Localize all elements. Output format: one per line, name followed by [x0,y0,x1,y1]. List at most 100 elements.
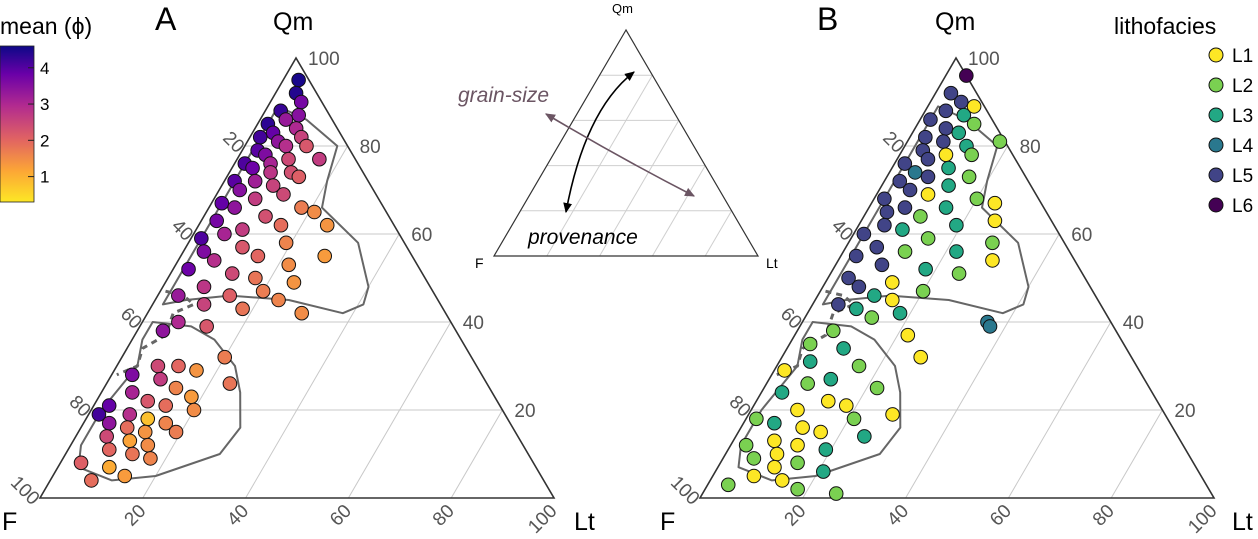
data-point [194,231,209,246]
data-point [291,107,307,123]
data-point [884,275,900,290]
data-point [831,297,846,312]
data-point [122,433,138,449]
provenance-regions-a [77,105,370,482]
grid-lines-a [91,145,503,499]
data-point [117,468,133,484]
data-point [271,292,286,308]
grain-size-arrow [545,113,695,197]
data-point [124,385,140,400]
colorbar-tick-label: 4 [40,59,49,78]
data-point [802,336,818,352]
data-point [982,319,998,334]
data-point [938,147,954,163]
data-point [720,477,736,493]
data-point [125,446,140,462]
colorbar-ticks: 1 2 3 4 [28,59,49,187]
data-point [961,169,977,185]
data-point [278,138,294,154]
data-point [959,68,974,83]
data-point [877,217,892,233]
tick-label-qm-40: 40 [1123,313,1144,334]
data-point [857,429,872,444]
data-point [255,283,271,299]
data-point [846,411,862,427]
data-point [920,169,936,185]
tick-label-lt-20: 20 [781,501,811,531]
data-point [877,191,892,207]
data-point [918,261,933,277]
vertex-label-qm-b: Qm [935,8,975,36]
data-point [920,187,936,202]
legend-label-l4: L4 [1232,136,1254,157]
data-point [278,235,294,251]
vertex-label-lt-b: Lt [1232,508,1253,536]
data-point [738,437,754,453]
data-point [966,116,982,132]
data-point [825,323,841,339]
data-point [101,442,117,457]
colorbar-tick-label: 2 [40,131,49,150]
data-point [864,310,880,325]
data-point [122,407,138,422]
data-point [153,371,168,387]
data-point [874,257,890,273]
data-point [823,371,839,387]
data-point [828,486,844,501]
grid-line-lt [245,233,400,499]
data-point [99,429,114,444]
tick-label-lt-20: 20 [121,501,151,531]
data-point [186,402,202,418]
data-point [777,363,792,378]
tick-label-f-40: 40 [827,216,857,246]
data-point [317,248,333,264]
provenance-label: provenance [527,226,638,249]
grid-line-lt [1110,409,1163,499]
data-point [222,376,238,391]
data-point [245,160,260,176]
tick-label-lt-40: 40 [883,501,913,531]
data-point [867,288,882,303]
grid-line-lt [704,210,733,257]
data-point [943,85,959,101]
data-point [941,160,956,176]
triangle-outline [698,56,1216,499]
tick-label-f-60: 60 [116,304,146,334]
provenance-field-dashed [116,289,197,377]
vertex-label-lt-a: Lt [574,508,595,536]
data-point [920,231,936,246]
data-point [951,266,967,281]
inset-vertex-label-lt: Lt [766,255,778,271]
data-point [936,134,951,149]
data-point [902,182,918,198]
inset-frame [492,28,760,257]
data-point [189,363,204,378]
data-point [790,455,805,471]
legend-marker-l6 [1208,197,1224,213]
data-point [956,107,972,123]
data-point [291,169,307,185]
data-point [276,187,291,202]
data-points-a [73,72,335,488]
data-point [966,99,982,114]
data-point [895,222,910,237]
data-point [836,341,851,356]
triangle-outline [38,56,556,499]
data-point [851,358,867,374]
data-point [915,283,931,299]
data-point [953,94,969,110]
triangle-outline [492,28,760,257]
panel-label-a: A [155,1,177,37]
data-point [820,393,836,409]
data-point [816,464,831,479]
data-point [992,134,1008,149]
data-point [196,297,212,312]
panel-label-b: B [817,1,838,37]
legend-label-l1: L1 [1232,46,1253,67]
data-point [140,411,156,427]
data-point [920,151,936,167]
data-point [252,129,268,145]
data-point [291,72,306,88]
data-point [247,173,263,189]
data-point [217,226,232,242]
